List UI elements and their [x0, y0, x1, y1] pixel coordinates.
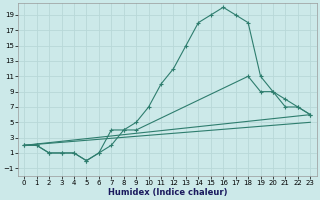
X-axis label: Humidex (Indice chaleur): Humidex (Indice chaleur) [108, 188, 227, 197]
